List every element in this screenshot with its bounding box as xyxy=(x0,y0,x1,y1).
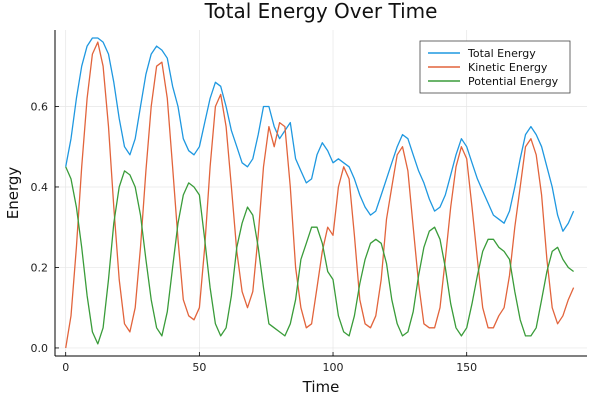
series-lines xyxy=(65,37,575,349)
legend-label-potential: Potential Energy xyxy=(468,75,559,88)
legend: Total Energy Kinetic Energy Potential En… xyxy=(419,40,571,94)
series-line-total-energy xyxy=(65,37,575,232)
tick-labels: 0 50 100 150 0.0 0.2 0.4 0.6 xyxy=(31,100,478,374)
x-tick-label: 150 xyxy=(456,361,477,374)
x-tick-label: 0 xyxy=(62,361,69,374)
legend-label-total: Total Energy xyxy=(467,47,536,60)
y-tick-label: 0.4 xyxy=(31,181,49,194)
x-tick-label: 100 xyxy=(323,361,344,374)
series-line-kinetic-energy xyxy=(65,41,575,349)
y-tick-label: 0.0 xyxy=(31,342,49,355)
y-axis-title: Energy xyxy=(4,167,22,220)
legend-label-kinetic: Kinetic Energy xyxy=(468,61,548,74)
chart-title: Total Energy Over Time xyxy=(204,0,438,23)
series-line-potential-energy xyxy=(65,166,574,345)
y-tick-label: 0.6 xyxy=(31,100,49,113)
x-tick-label: 50 xyxy=(192,361,206,374)
axes xyxy=(54,30,587,357)
x-axis-title: Time xyxy=(302,378,340,396)
y-tick-label: 0.2 xyxy=(31,261,49,274)
